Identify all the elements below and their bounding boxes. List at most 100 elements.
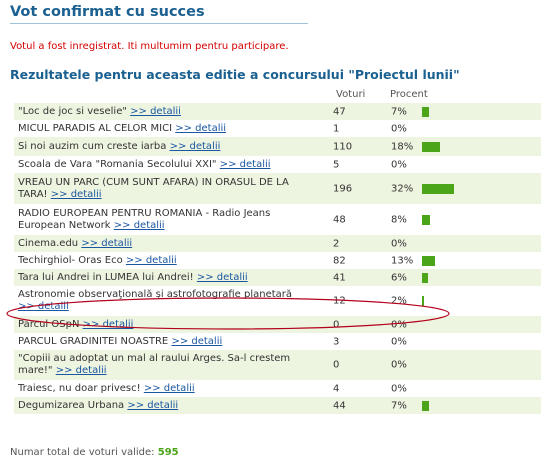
result-row: VREAU UN PARC (CUM SUNT AFARA) IN ORASUL… (14, 173, 541, 204)
vote-count: 3 (333, 336, 340, 347)
project-name: RADIO EUROPEAN PENTRU ROMANIA - Radio Je… (14, 206, 314, 234)
percent-bar (422, 214, 430, 225)
vote-percent: 0% (391, 238, 407, 249)
vote-percent: 0% (391, 336, 407, 347)
result-row: Degumizarea Urbana >> detalii 44 7% (14, 397, 541, 414)
project-label: Cinema.edu (18, 237, 79, 249)
project-label: Techirghiol- Oras Eco (18, 254, 123, 266)
project-label: Traiesc, nu doar privesc! (18, 382, 141, 394)
result-row: Parcul OSpN >> detalii 0 0% (14, 316, 541, 333)
details-link[interactable]: >> detalii (127, 399, 179, 411)
result-row: MICUL PARADIS AL CELOR MICI >> detalii 1 0… (14, 120, 541, 137)
project-name: Degumizarea Urbana >> detalii (14, 398, 314, 414)
project-label: RADIO EUROPEAN PENTRU ROMANIA - Radio Je… (18, 207, 271, 231)
project-label: Si noi auzim cum creste iarba (18, 140, 167, 152)
project-label: Astronomie observaţională şi astrofotogr… (18, 289, 293, 300)
vote-count: 110 (333, 141, 353, 152)
result-row: Techirghiol- Oras Eco >> detalii 82 13% (14, 252, 541, 269)
result-row: Cinema.edu >> detalii 2 0% (14, 235, 541, 252)
result-row: Si noi auzim cum creste iarba >> detalii… (14, 137, 541, 156)
vote-percent: 8% (391, 214, 407, 225)
details-link[interactable]: >> detalii (18, 301, 69, 312)
percent-bar (422, 106, 429, 117)
project-name: Scoala de Vara "Romania Secolului XXI" >… (14, 157, 314, 173)
project-label: Degumizarea Urbana (18, 399, 125, 411)
result-row: PARCUL GRADINITEI NOASTRE >> detalii 3 0% (14, 333, 541, 350)
details-link[interactable]: >> detalii (130, 105, 181, 117)
project-name: Si noi auzim cum creste iarba >> detalii (14, 139, 314, 155)
project-label: "Copiii au adoptat un mal al raului Arge… (18, 353, 291, 376)
result-row: Astronomie observaţională şi astrofotogr… (14, 286, 541, 316)
details-link[interactable]: >> detalii (171, 335, 223, 347)
details-link[interactable]: >> detalii (169, 140, 221, 152)
percent-bar (422, 400, 429, 411)
vote-count: 48 (333, 214, 346, 225)
vote-percent: 2% (391, 295, 407, 307)
percent-bar (422, 141, 440, 152)
details-link[interactable]: >> detalii (82, 318, 134, 330)
vote-count: 12 (333, 295, 346, 307)
project-name: Cinema.edu >> detalii (14, 236, 314, 252)
vote-count: 0 (333, 359, 340, 371)
votes-column-header: Voturi (336, 89, 366, 100)
project-name: Astronomie observaţională şi astrofotogr… (14, 287, 314, 315)
vote-count: 82 (333, 255, 346, 266)
vote-count: 4 (333, 383, 340, 394)
result-row: "Loc de joc si veselie" >> detalii 47 7% (14, 103, 541, 120)
details-link[interactable]: >> detalii (143, 382, 195, 394)
project-name: Techirghiol- Oras Eco >> detalii (14, 253, 314, 269)
result-row: "Copiii au adoptat un mal al raului Arge… (14, 350, 541, 380)
success-message: Votul a fost inregistrat. Iti multumim p… (10, 41, 289, 52)
result-row: Tara lui Andrei in LUMEA lui Andrei! >> … (14, 269, 541, 286)
vote-count: 41 (333, 272, 346, 283)
total-votes-value: 595 (157, 447, 179, 458)
vote-percent: 0% (391, 159, 407, 170)
percent-bar (422, 296, 424, 306)
project-name: Tara lui Andrei in LUMEA lui Andrei! >> … (14, 270, 314, 286)
percent-bar (422, 255, 435, 266)
results-table: "Loc de joc si veselie" >> detalii 47 7% MI… (14, 103, 541, 414)
vote-percent: 0% (391, 383, 407, 394)
project-label: VREAU UN PARC (CUM SUNT AFARA) IN ORASUL… (18, 176, 289, 200)
project-name: "Copiii au adoptat un mal al raului Arge… (14, 351, 314, 379)
project-label: MICUL PARADIS AL CELOR MICI (18, 122, 173, 134)
results-title: Rezultatele pentru aceasta editie a conc… (10, 67, 460, 82)
vote-percent: 0% (391, 123, 407, 134)
project-name: Parcul OSpN >> detalii (14, 317, 314, 333)
confirm-title: Vot confirmat cu succes (10, 4, 308, 24)
vote-percent: 7% (391, 400, 407, 411)
project-label: "Loc de joc si veselie" (18, 105, 127, 117)
details-link[interactable]: >> detalii (81, 237, 133, 249)
details-link[interactable]: >> detalii (113, 219, 165, 231)
percent-bar (422, 272, 428, 283)
project-name: MICUL PARADIS AL CELOR MICI >> detalii (14, 121, 314, 137)
vote-percent: 0% (391, 359, 407, 371)
vote-percent: 13% (391, 255, 414, 266)
vote-percent: 18% (391, 141, 414, 152)
details-link[interactable]: >> detalii (175, 122, 227, 134)
project-name: Traiesc, nu doar privesc! >> detalii (14, 381, 314, 397)
details-link[interactable]: >> detalii (55, 365, 107, 376)
vote-count: 196 (333, 183, 353, 194)
vote-percent: 0% (391, 319, 407, 330)
vote-percent: 7% (391, 106, 407, 117)
details-link[interactable]: >> detalii (50, 188, 102, 200)
vote-count: 1 (333, 123, 340, 134)
percent-column-header: Procent (390, 89, 428, 100)
result-row: RADIO EUROPEAN PENTRU ROMANIA - Radio Je… (14, 204, 541, 235)
vote-count: 44 (333, 400, 346, 411)
project-name: VREAU UN PARC (CUM SUNT AFARA) IN ORASUL… (14, 175, 314, 203)
result-row: Scoala de Vara "Romania Secolului XXI" >… (14, 156, 541, 173)
percent-bar (422, 183, 454, 194)
project-label: Parcul OSpN (18, 318, 80, 330)
vote-count: 0 (333, 319, 340, 330)
vote-percent: 32% (391, 183, 414, 194)
details-link[interactable]: >> detalii (125, 254, 177, 266)
vote-count: 5 (333, 159, 340, 170)
project-label: PARCUL GRADINITEI NOASTRE (18, 335, 169, 347)
total-votes: Numar total de voturi valide: 595 (10, 447, 179, 458)
project-label: Tara lui Andrei in LUMEA lui Andrei! (18, 271, 194, 283)
details-link[interactable]: >> detalii (196, 271, 248, 283)
vote-percent: 6% (391, 272, 407, 283)
details-link[interactable]: >> detalii (219, 158, 271, 170)
